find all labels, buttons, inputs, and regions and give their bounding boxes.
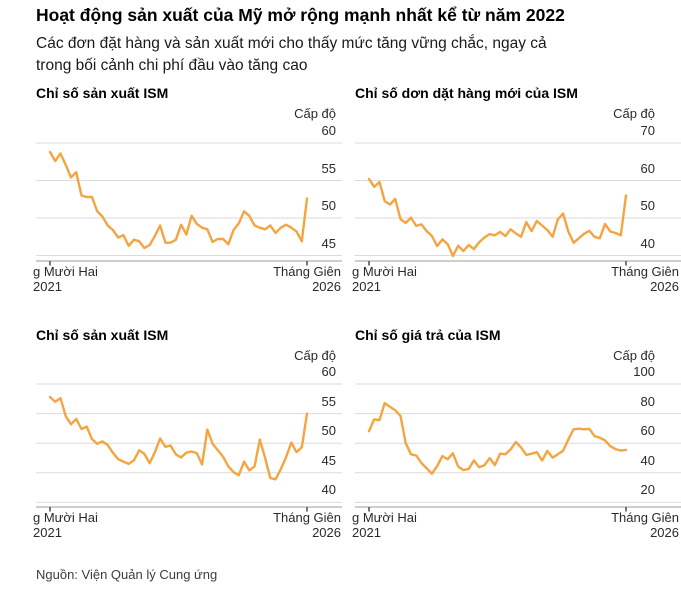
- x-label-month: Tháng Giên: [273, 264, 341, 279]
- series-line-0: [48, 150, 309, 249]
- subtitle-line-1: Các đơn đặt hàng và sản xuất mới cho thấ…: [36, 35, 547, 52]
- y-axis-unit-label: Cấp độ: [613, 348, 655, 363]
- y-tick-label: 70: [640, 123, 655, 138]
- x-label-month: Tháng Giên: [611, 510, 679, 525]
- x-label-year: 2021: [352, 278, 381, 294]
- y-tick-label: 45: [321, 235, 336, 251]
- y-tick-label: 60: [640, 423, 655, 439]
- x-axis-start-label: g Mười Hai 2021: [352, 264, 417, 294]
- x-label-year: 2021: [33, 278, 62, 294]
- x-label-month: Tháng Giên: [273, 510, 341, 525]
- x-axis-end-label: Tháng Giên 2026: [379, 510, 679, 540]
- series-line-1: [367, 177, 628, 257]
- x-label-year: 2021: [352, 524, 381, 540]
- x-label-year: 2021: [33, 524, 62, 540]
- y-tick-label: 60: [321, 123, 336, 138]
- y-tick-label: 40: [321, 482, 336, 498]
- y-tick-label: 60: [321, 364, 336, 379]
- y-axis-unit-label: Cấp độ: [294, 348, 336, 363]
- chart-canvas-2: [36, 383, 342, 511]
- series-line-2: [48, 395, 309, 481]
- x-axis-end-label: Tháng Giên 2026: [379, 264, 679, 294]
- x-axis-start-label: g Mười Hai 2021: [33, 510, 98, 540]
- y-tick-label: 100: [633, 364, 655, 379]
- y-tick-label: 55: [321, 393, 336, 409]
- x-axis-start-label: g Mười Hai 2021: [33, 264, 98, 294]
- y-tick-label: 45: [321, 452, 336, 468]
- x-label-year: 2026: [650, 278, 679, 294]
- panel-title-new-orders: Chỉ số dơn dặt hàng mới của ISM: [355, 85, 578, 101]
- y-tick-label: 50: [321, 198, 336, 213]
- x-label-year: 2026: [312, 278, 341, 294]
- x-label-month: g Mười Hai: [33, 264, 98, 279]
- x-label-month: Tháng Giên: [611, 264, 679, 279]
- source-note: Nguồn: Viện Quản lý Cung ứng: [36, 567, 218, 582]
- x-axis-end-label: Tháng Giên 2026: [41, 510, 341, 540]
- x-axis-end-label: Tháng Giên 2026: [41, 264, 341, 294]
- x-label-year: 2026: [312, 524, 341, 540]
- x-axis-start-label: g Mười Hai 2021: [352, 510, 417, 540]
- y-tick-label: 55: [321, 160, 336, 176]
- y-tick-label: 60: [640, 160, 655, 176]
- x-label-month: g Mười Hai: [352, 264, 417, 279]
- chart-canvas-1: [355, 142, 681, 265]
- y-tick-label: 20: [640, 482, 655, 498]
- y-tick-label: 50: [321, 423, 336, 439]
- x-label-month: g Mười Hai: [352, 510, 417, 525]
- chart-canvas-0: [36, 142, 342, 265]
- chart-canvas-3: [355, 383, 681, 511]
- series-line-3: [367, 401, 628, 475]
- panel-title-production: Chỉ số sản xuất ISM: [36, 327, 169, 343]
- x-label-year: 2026: [650, 524, 679, 540]
- page-title: Hoạt động sản xuất của Mỹ mở rộng mạnh n…: [36, 5, 565, 25]
- y-tick-label: 40: [640, 235, 655, 251]
- x-label-month: g Mười Hai: [33, 510, 98, 525]
- subtitle-line-2: trong bối cảnh chi phí đầu vào tăng cao: [36, 57, 308, 74]
- y-axis-unit-label: Cấp độ: [613, 106, 655, 121]
- y-tick-label: 80: [640, 393, 655, 409]
- y-axis-unit-label: Cấp độ: [294, 106, 336, 121]
- y-tick-label: 50: [640, 198, 655, 213]
- y-tick-label: 40: [640, 452, 655, 468]
- panel-title-prices-paid: Chỉ số giá trả của ISM: [355, 327, 501, 343]
- panel-title-ism-pmi: Chỉ số sản xuất ISM: [36, 85, 169, 101]
